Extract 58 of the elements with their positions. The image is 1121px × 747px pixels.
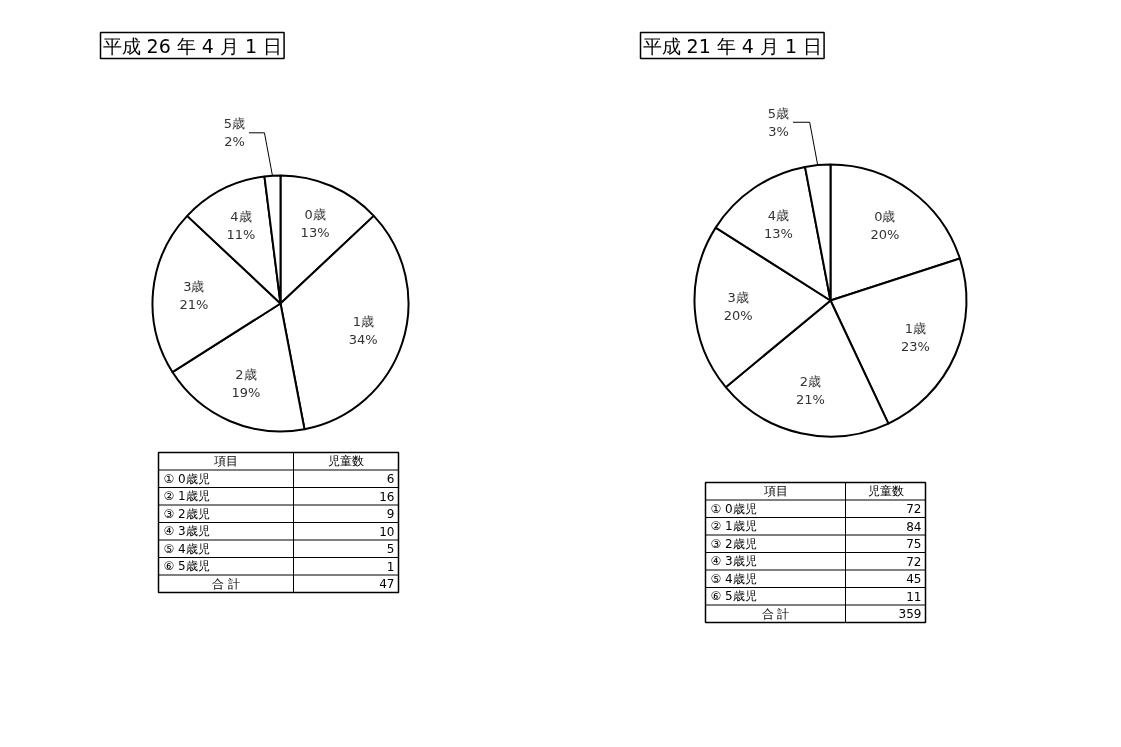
text: 9 [386, 507, 395, 522]
text: 項目 [762, 484, 788, 499]
text: ④ 3歳児 [163, 524, 210, 539]
slice-label: 2歳 [235, 366, 257, 382]
data-label: 21% [179, 296, 209, 312]
slice-label: 0歳 [874, 209, 896, 225]
text: 11 [906, 589, 922, 604]
data-label: 21% [795, 392, 825, 408]
slice-label: 0歳 [304, 207, 326, 223]
slice-label: 3歳 [727, 289, 749, 305]
data-label: 19% [231, 384, 261, 400]
text: 10 [379, 524, 395, 539]
data-label: 2% [224, 134, 245, 150]
text: ⑤ 4歳児 [163, 541, 210, 556]
data-label: 34% [348, 331, 378, 347]
text: ④ 3歳児 [710, 554, 757, 569]
slice-label: 2歳 [799, 374, 821, 390]
text: ⑥ 5歳児 [710, 589, 757, 604]
chart-title: 平成 26 年 4 月 1 日 [102, 34, 283, 57]
text: 359 [898, 607, 922, 622]
text: 47 [379, 577, 395, 592]
slice-label: 1歳 [352, 313, 374, 329]
text: 16 [379, 489, 395, 504]
text: 項目 [213, 454, 238, 469]
text: 児童数 [328, 454, 364, 469]
text: 72 [906, 502, 922, 517]
text: 75 [906, 537, 922, 552]
text: ⑤ 4歳児 [710, 571, 757, 586]
slice-label: 5歳 [767, 105, 789, 121]
text: 5 [386, 542, 395, 557]
text: ⑥ 5歳児 [163, 559, 210, 574]
data-label: 13% [300, 225, 330, 241]
text: 72 [906, 554, 922, 569]
text: 児童数 [867, 484, 904, 499]
text: ① 0歳児 [710, 501, 757, 516]
slice-label: 5歳 [223, 116, 245, 132]
data-label: 23% [900, 338, 930, 354]
data-label: 20% [723, 307, 753, 323]
data-label: 3% [768, 123, 789, 139]
data-label: 11% [226, 227, 256, 243]
slice-label: 4歳 [230, 209, 252, 225]
slice-label: 3歳 [183, 278, 205, 294]
text: 6 [386, 472, 395, 487]
chart-title: 平成 21 年 4 月 1 日 [642, 34, 823, 57]
text: ③ 2歳児 [710, 536, 757, 551]
text: 84 [906, 519, 922, 534]
text: 45 [906, 572, 922, 587]
text: ① 0歳児 [163, 471, 210, 486]
text: ③ 2歳児 [163, 506, 210, 521]
text: 1 [386, 559, 395, 574]
slice-label: 4歳 [767, 207, 790, 223]
slice-label: 1歳 [904, 320, 927, 336]
text: ② 1歳児 [710, 519, 757, 534]
text: ② 1歳児 [163, 489, 210, 504]
text: 合 計 [212, 576, 240, 591]
data-label: 13% [764, 225, 793, 241]
text: 合 計 [761, 606, 790, 621]
data-label: 20% [870, 227, 900, 243]
